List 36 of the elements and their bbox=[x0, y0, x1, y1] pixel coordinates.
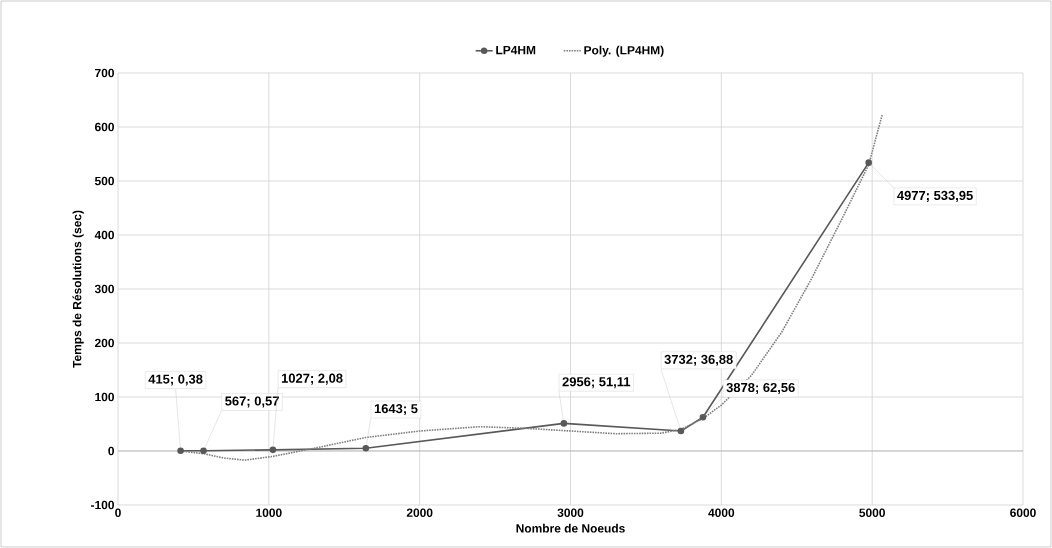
data-label: 1027; 2,08 bbox=[281, 373, 343, 385]
data-label: 415; 0,38 bbox=[148, 374, 203, 386]
point bbox=[269, 446, 277, 454]
point bbox=[200, 447, 207, 454]
y-tick-label: 200 bbox=[94, 338, 114, 348]
legend-label: Poly. (LP4HM) bbox=[584, 45, 664, 57]
data-label: 3732; 36,88 bbox=[664, 354, 733, 366]
x-tick-label: 3000 bbox=[557, 508, 584, 517]
legend-label: LP4HM bbox=[496, 45, 536, 55]
y-tick-label: 300 bbox=[94, 284, 114, 294]
y-axis-title: Temps de Résolutions (sec) bbox=[72, 210, 84, 368]
x-tick-label: 6000 bbox=[1010, 508, 1036, 517]
point bbox=[865, 159, 872, 166]
y-tick-label: -100 bbox=[91, 500, 114, 510]
x-tick-label: 2000 bbox=[406, 508, 433, 517]
y-tick-label: 400 bbox=[94, 230, 114, 240]
y-tick-label: 100 bbox=[95, 392, 114, 402]
x-axis-title: Nombre de Noeuds bbox=[516, 523, 625, 533]
x-tick-label: 0 bbox=[115, 508, 121, 517]
y-tick-label: 600 bbox=[94, 122, 114, 132]
point bbox=[699, 413, 707, 421]
x-tick-label: 1000 bbox=[256, 508, 282, 517]
data-label: 4977; 533,95 bbox=[897, 190, 973, 202]
y-tick-label: 700 bbox=[95, 68, 114, 78]
point bbox=[177, 447, 184, 455]
data-label: 2956; 51,11 bbox=[562, 377, 631, 389]
data-label: 567; 0,57 bbox=[225, 396, 279, 408]
x-tick-label: 5000 bbox=[859, 508, 885, 517]
data-label: 3878; 62,56 bbox=[726, 382, 795, 394]
y-tick-label: 500 bbox=[94, 176, 114, 186]
point bbox=[560, 420, 568, 427]
point bbox=[362, 444, 370, 452]
data-label: 1643; 5 bbox=[374, 404, 418, 416]
x-tick-label: 4000 bbox=[708, 508, 735, 517]
point bbox=[677, 427, 685, 435]
y-tick-label: 0 bbox=[108, 446, 114, 456]
